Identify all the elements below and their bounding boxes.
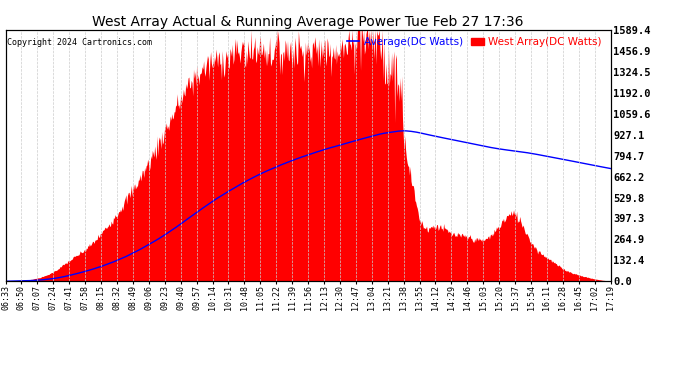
Text: Copyright 2024 Cartronics.com: Copyright 2024 Cartronics.com xyxy=(7,38,152,46)
Title: West Array Actual & Running Average Power Tue Feb 27 17:36: West Array Actual & Running Average Powe… xyxy=(92,15,524,29)
Legend: Average(DC Watts), West Array(DC Watts): Average(DC Watts), West Array(DC Watts) xyxy=(343,33,605,51)
